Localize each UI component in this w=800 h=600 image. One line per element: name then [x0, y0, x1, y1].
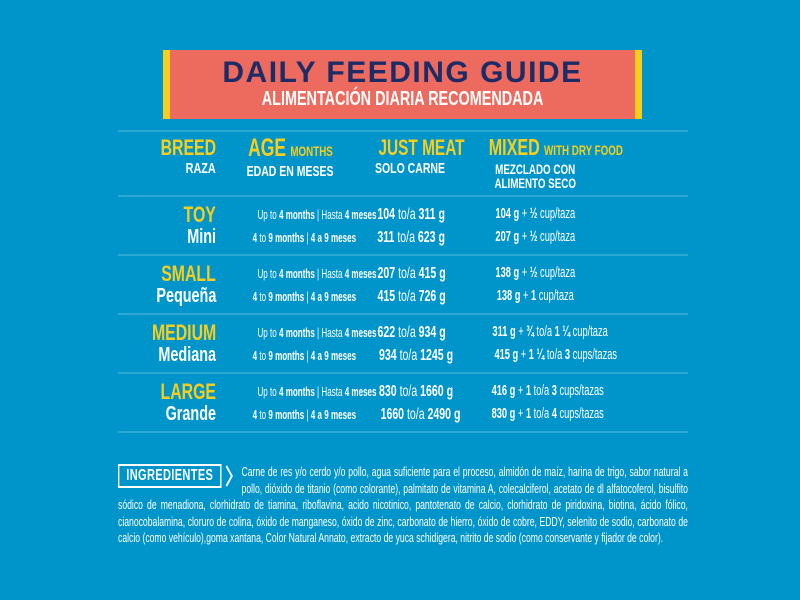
meat-line-2: 934 to/a 1245 g [379, 347, 454, 364]
just-meat-cell: 622 to/a 934 g 934 to/a 1245 g [360, 321, 460, 372]
meat-line-1: 622 to/a 934 g [377, 324, 446, 341]
age-cell: Up to 4 months | Hasta 4 meses 4 to 9 mo… [221, 380, 377, 431]
table-bottom-rule [118, 431, 688, 433]
mixed-cell: 138 g + ½ cup/taza 138 g + 1 cup/taza [460, 262, 610, 313]
age-cell: Up to 4 months | Hasta 4 meses 4 to 9 mo… [221, 262, 377, 313]
header-mixed-es-1: MEZCLADO CON [494, 161, 576, 177]
header-breed: BREED RAZA [118, 135, 221, 195]
age-line-2: 4 to 9 months | 4 a 9 meses [252, 407, 357, 422]
ingredients-label: INGREDIENTES [118, 464, 233, 488]
meat-line-1: 104 to/a 311 g [377, 206, 445, 223]
age-line-2: 4 to 9 months | 4 a 9 meses [252, 230, 357, 245]
breed-cell: LARGE Grande [118, 380, 221, 431]
meat-line-2: 1660 to/a 2490 g [380, 406, 461, 423]
header-breed-en: BREED [160, 135, 216, 160]
banner-title: DAILY FEEDING GUIDE [222, 56, 583, 89]
header-meat-es: SOLO CARNE [375, 160, 446, 177]
table-header-row: BREED RAZA AGE MONTHS EDAD EN MESES JUST… [118, 130, 688, 195]
mixed-line-2: 207 g + ½ cup/taza [495, 229, 575, 245]
breed-en: TOY [183, 202, 216, 227]
banner-stripe-left [163, 50, 170, 119]
meat-line-1: 207 to/a 415 g [377, 265, 446, 282]
age-line-1: Up to 4 months | Hasta 4 meses [257, 325, 377, 340]
age-line-2: 4 to 9 months | 4 a 9 meses [252, 289, 357, 304]
age-line-2: 4 to 9 months | 4 a 9 meses [252, 348, 357, 363]
age-line-1: Up to 4 months | Hasta 4 meses [257, 207, 377, 222]
ingredients-label-box: INGREDIENTES [118, 464, 222, 488]
header-just-meat: JUST MEAT SOLO CARNE [360, 135, 465, 195]
feeding-table: BREED RAZA AGE MONTHS EDAD EN MESES JUST… [118, 130, 688, 433]
just-meat-cell: 830 to/a 1660 g 1660 to/a 2490 g [360, 380, 460, 431]
breed-en: MEDIUM [151, 320, 216, 345]
header-meat-en: JUST MEAT [378, 135, 465, 160]
mixed-line-2: 138 g + 1 cup/taza [496, 288, 574, 304]
meat-line-2: 415 to/a 726 g [377, 288, 446, 305]
mixed-line-1: 311 g + ¾ to/a 1 ¼ cup/taza [492, 324, 608, 340]
breed-cell: TOY Mini [118, 203, 221, 254]
header-breed-es: RAZA [185, 160, 216, 177]
breed-es: Pequeña [155, 285, 216, 307]
header-age-en: AGE [248, 134, 287, 162]
breed-es: Mini [187, 226, 216, 248]
ingredients-text: Carne de res y/o cerdo y/o pollo, agua s… [118, 465, 688, 545]
header-age-en-small: MONTHS [290, 143, 333, 159]
mixed-cell: 311 g + ¾ to/a 1 ¼ cup/taza 415 g + 1 ¼ … [460, 321, 617, 372]
chevron-right-icon [225, 464, 233, 488]
breed-cell: MEDIUM Mediana [118, 321, 221, 372]
table-row-medium: MEDIUM Mediana Up to 4 months | Hasta 4 … [118, 313, 688, 372]
mixed-line-1: 416 g + 1 to/a 3 cups/tazas [491, 383, 604, 399]
header-age: AGE MONTHS EDAD EN MESES [221, 135, 360, 195]
breed-en: LARGE [160, 379, 216, 404]
mixed-line-1: 138 g + ½ cup/taza [495, 265, 575, 281]
meat-line-1: 830 to/a 1660 g [379, 383, 454, 400]
header-mixed: MIXED WITH DRY FOOD MEZCLADO CON ALIMENT… [460, 134, 623, 195]
age-cell: Up to 4 months | Hasta 4 meses 4 to 9 mo… [221, 203, 377, 254]
just-meat-cell: 104 to/a 311 g 311 to/a 623 g [360, 203, 460, 254]
banner-subtitle: ALIMENTACIÓN DIARIA RECOMENDADA [261, 88, 544, 110]
header-mixed-es-2: ALIMENTO SECO [494, 175, 576, 191]
breed-cell: SMALL Pequeña [118, 262, 221, 313]
banner-stripe-right [635, 50, 642, 119]
just-meat-cell: 207 to/a 415 g 415 to/a 726 g [360, 262, 460, 313]
mixed-line-2: 415 g + 1 ¼ to/a 3 cups/tazas [494, 347, 618, 363]
mixed-cell: 416 g + 1 to/a 3 cups/tazas 830 g + 1 to… [460, 380, 610, 431]
header-age-es: EDAD EN MESES [247, 163, 334, 180]
mixed-line-1: 104 g + ½ cup/taza [495, 206, 575, 222]
meat-line-2: 311 to/a 623 g [377, 229, 445, 246]
table-row-large: LARGE Grande Up to 4 months | Hasta 4 me… [118, 372, 688, 431]
mixed-cell: 104 g + ½ cup/taza 207 g + ½ cup/taza [460, 203, 610, 254]
table-row-toy: TOY Mini Up to 4 months | Hasta 4 meses … [118, 195, 688, 254]
table-row-small: SMALL Pequeña Up to 4 months | Hasta 4 m… [118, 254, 688, 313]
breed-es: Grande [165, 403, 216, 425]
header-mixed-en: MIXED [488, 134, 540, 160]
header-mixed-en-small: WITH DRY FOOD [544, 142, 623, 158]
age-line-1: Up to 4 months | Hasta 4 meses [257, 384, 377, 399]
feeding-guide-banner: DAILY FEEDING GUIDE ALIMENTACIÓN DIARIA … [163, 50, 642, 119]
breed-en: SMALL [161, 261, 216, 286]
age-line-1: Up to 4 months | Hasta 4 meses [257, 266, 377, 281]
ingredients-section: INGREDIENTES Carne de res y/o cerdo y/o … [118, 464, 688, 547]
mixed-line-2: 830 g + 1 to/a 4 cups/tazas [491, 406, 604, 422]
age-cell: Up to 4 months | Hasta 4 meses 4 to 9 mo… [221, 321, 377, 372]
breed-es: Mediana [158, 344, 216, 366]
